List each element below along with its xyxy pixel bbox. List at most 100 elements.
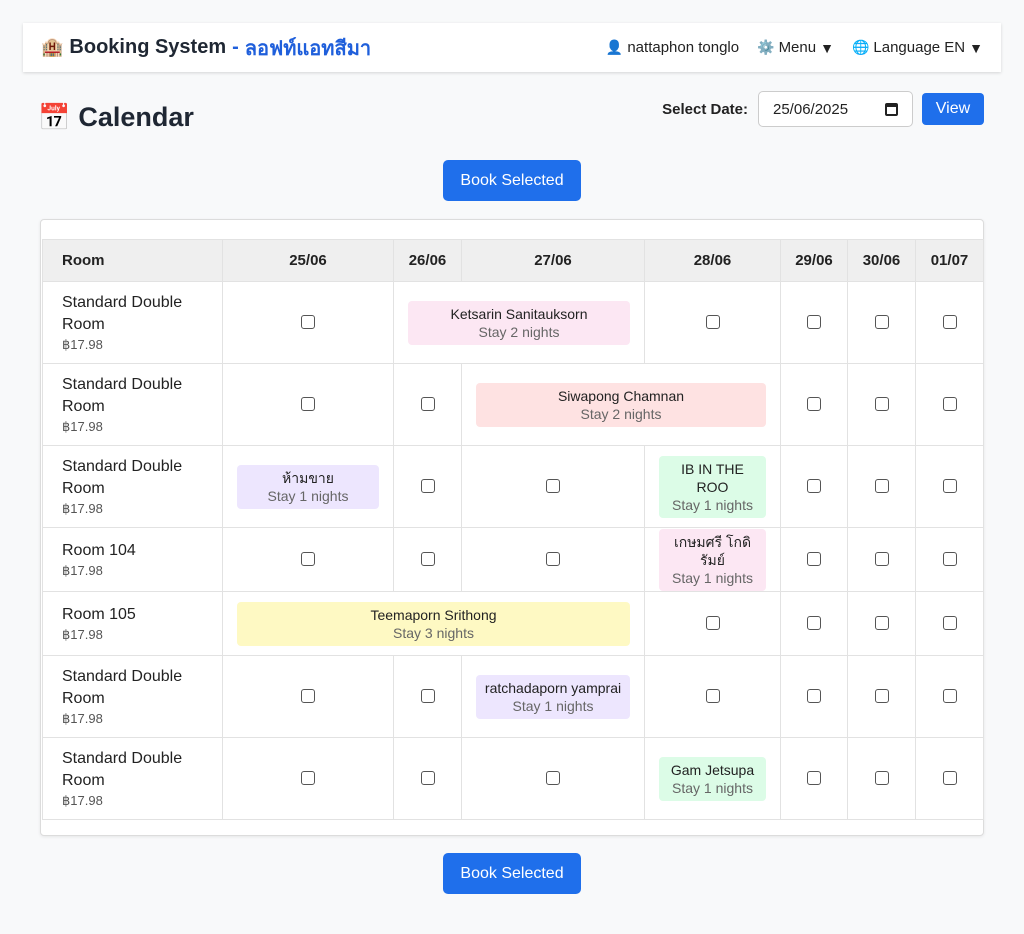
date-cell (847, 655, 916, 738)
booking-block[interactable]: Siwapong Chamnan Stay 2 nights (476, 382, 766, 427)
date-checkbox[interactable] (807, 315, 821, 330)
date-cell (780, 655, 848, 738)
nav-right: 👤 nattaphon tonglo ⚙️ Menu ▼ 🌐 Language … (588, 39, 983, 56)
date-checkbox[interactable] (942, 552, 957, 567)
date-cell (915, 591, 984, 656)
date-checkbox[interactable] (942, 616, 957, 631)
date-selector: Select Date: 25/06/2025 View (662, 91, 984, 127)
room-name: Standard Double Room (62, 293, 183, 333)
booking-block[interactable]: IB IN THE ROO Stay 1 nights (659, 455, 766, 518)
booking-cell: Ketsarin Sanitauksorn Stay 2 nights (393, 281, 645, 364)
booking-cell: ratchadaporn yamprai Stay 1 nights (461, 655, 645, 738)
view-button[interactable]: View (922, 93, 984, 125)
user-info[interactable]: 👤 nattaphon tonglo (606, 39, 739, 56)
menu-label: Menu (778, 39, 817, 56)
date-checkbox[interactable] (807, 689, 821, 704)
room-cell: Standard Double Room ฿17.98 (42, 363, 223, 446)
booking-stay: Stay 1 nights (267, 487, 349, 504)
date-checkbox[interactable] (420, 689, 435, 704)
menu-dropdown[interactable]: ⚙️ Menu ▼ (757, 39, 834, 56)
book-selected-button-top[interactable]: Book Selected (443, 160, 581, 201)
date-checkbox[interactable] (705, 616, 720, 631)
room-row: Room 105 ฿17.98 Teemaporn Srithong Stay 3 n… (42, 591, 984, 656)
date-checkbox[interactable] (807, 479, 821, 494)
date-cell (644, 591, 781, 656)
booking-guest: Gam Jetsupa (670, 761, 755, 778)
calendar-body: Standard Double Room ฿17.98 Ketsarin Sanit… (42, 281, 984, 820)
date-cell (461, 527, 645, 592)
date-checkbox[interactable] (705, 689, 720, 704)
date-column-header: 30/06 (847, 239, 916, 282)
calendar-table: Room 25/06 26/06 27/06 28/06 29/06 30/06 01/07… (42, 239, 984, 820)
date-checkbox[interactable] (301, 552, 315, 567)
globe-icon: 🌐 (851, 39, 870, 55)
date-cell (847, 737, 916, 820)
room-price: ฿17.98 (62, 710, 103, 726)
booking-stay: Stay 1 nights (512, 697, 594, 714)
date-column-header: 26/06 (393, 239, 462, 282)
booking-block[interactable]: Gam Jetsupa Stay 1 nights (659, 756, 766, 801)
page-header: 📅 Calendar Select Date: 25/06/2025 View (38, 91, 984, 137)
page-title: 📅 Calendar (38, 97, 194, 137)
language-dropdown[interactable]: 🌐 Language EN ▼ (852, 39, 983, 56)
date-checkbox[interactable] (874, 479, 889, 494)
date-cell (915, 655, 984, 738)
date-cell (847, 527, 916, 592)
room-cell: Standard Double Room ฿17.98 (42, 655, 223, 738)
user-name: nattaphon tonglo (627, 39, 740, 56)
booking-guest: Ketsarin Sanitauksorn (450, 305, 588, 322)
booking-block[interactable]: เกษมศรี โกดิรัมย์ Stay 1 nights (659, 528, 766, 591)
booking-block[interactable]: ratchadaporn yamprai Stay 1 nights (476, 674, 630, 719)
date-checkbox[interactable] (942, 771, 957, 786)
date-checkbox[interactable] (807, 552, 821, 567)
date-checkbox[interactable] (420, 397, 435, 412)
date-checkbox[interactable] (807, 397, 821, 412)
date-checkbox[interactable] (420, 479, 435, 494)
date-checkbox[interactable] (874, 552, 889, 567)
date-cell (780, 591, 848, 656)
date-checkbox[interactable] (705, 315, 720, 330)
user-icon: 👤 (605, 39, 624, 55)
date-checkbox[interactable] (301, 689, 315, 704)
room-price: ฿17.98 (62, 562, 103, 578)
brand[interactable]: 🏨 Booking System - ลอฟท์แอทสีมา (41, 32, 371, 64)
brand-title: Booking System (69, 36, 227, 58)
date-checkbox[interactable] (301, 315, 315, 330)
date-checkbox[interactable] (942, 689, 957, 704)
date-checkbox[interactable] (301, 771, 315, 786)
date-checkbox[interactable] (942, 315, 957, 330)
date-checkbox[interactable] (942, 397, 957, 412)
date-input[interactable]: 25/06/2025 (758, 91, 913, 127)
date-cell (222, 281, 394, 364)
book-selected-button-bottom[interactable]: Book Selected (443, 853, 581, 894)
date-checkbox[interactable] (807, 771, 821, 786)
calendar-picker-icon[interactable] (885, 102, 898, 116)
date-checkbox[interactable] (546, 771, 560, 786)
date-checkbox[interactable] (807, 616, 821, 631)
date-checkbox[interactable] (546, 479, 560, 494)
caret-down-icon: ▼ (820, 39, 834, 56)
date-checkbox[interactable] (301, 397, 315, 412)
booking-stay: Stay 1 nights (672, 779, 753, 796)
room-cell: Room 104 ฿17.98 (42, 527, 223, 592)
date-cell (847, 591, 916, 656)
date-cell (393, 363, 462, 446)
booking-block[interactable]: ห้ามขาย Stay 1 nights (237, 464, 379, 509)
date-checkbox[interactable] (874, 771, 889, 786)
date-cell (780, 445, 848, 528)
date-checkbox[interactable] (546, 552, 560, 567)
booking-stay: Stay 2 nights (580, 405, 662, 422)
date-checkbox[interactable] (874, 315, 889, 330)
booking-block[interactable]: Ketsarin Sanitauksorn Stay 2 nights (408, 300, 630, 345)
booking-block[interactable]: Teemaporn Srithong Stay 3 nights (237, 601, 630, 646)
date-checkbox[interactable] (874, 397, 889, 412)
date-checkbox[interactable] (874, 616, 889, 631)
booking-cell: IB IN THE ROO Stay 1 nights (644, 445, 781, 528)
booking-stay: Stay 3 nights (393, 624, 474, 641)
date-cell (847, 281, 916, 364)
date-checkbox[interactable] (420, 771, 435, 786)
date-checkbox[interactable] (420, 552, 435, 567)
date-checkbox[interactable] (942, 479, 957, 494)
room-cell: Standard Double Room ฿17.98 (42, 281, 223, 364)
date-checkbox[interactable] (874, 689, 889, 704)
